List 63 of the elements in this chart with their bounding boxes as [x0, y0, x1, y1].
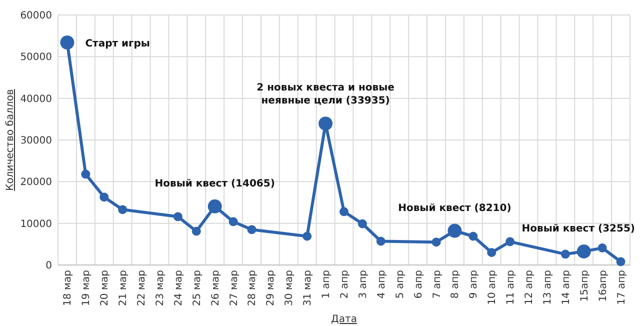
point [118, 205, 128, 214]
y-tick-label: 10000 [20, 218, 52, 230]
point [302, 232, 312, 241]
point [247, 225, 256, 234]
point [358, 219, 367, 228]
x-tick-label: 20 мар [100, 270, 111, 306]
y-axis-title: Количество баллов [5, 89, 16, 191]
annotation: Новый квест (3255) [522, 223, 635, 234]
x-tick-label: 30 мар [284, 270, 296, 306]
x-tick-label: 27 мар [228, 270, 240, 306]
point [100, 192, 109, 202]
annotation: 2 новых квеста и новые неявные цели (33935) [256, 82, 395, 107]
x-tick-label: 8 апр [450, 270, 462, 299]
y-tick-label: 0 [46, 260, 52, 272]
x-tick-label: 24 мар [173, 270, 184, 306]
x-tick-label: 29 мар [266, 270, 277, 306]
x-tick-label: 28 мар [247, 270, 258, 306]
x-tick-label: 7 апр [432, 270, 443, 299]
point [376, 236, 386, 246]
point [468, 232, 478, 241]
point [340, 207, 348, 216]
x-tick-label: 16апр [598, 270, 609, 302]
y-tick-label: 50000 [20, 52, 52, 64]
x-tick-label: 6 апр [413, 270, 424, 299]
point [173, 212, 182, 222]
point [616, 257, 626, 266]
annotation: Старт игры [85, 38, 150, 50]
x-tick-label: 12 апр [524, 270, 536, 305]
x-tick-label: 10 апр [487, 270, 498, 305]
x-tick-label: 13 апр [542, 270, 554, 305]
y-tick-label: 20000 [20, 177, 52, 188]
annotation: Новый квест (8210) [398, 202, 512, 214]
point [81, 170, 90, 179]
x-tick-label: 5 апр [394, 270, 406, 299]
x-tick-label: 11 апр [506, 270, 517, 305]
x-tick-label: 15апр [579, 270, 590, 302]
x-axis-title: Дата [331, 314, 357, 325]
y-tick-label: 40000 [20, 94, 52, 105]
x-tick-label: 1 апр [321, 270, 332, 299]
x-tick-label: 31 мар [302, 270, 314, 306]
x-tick-label: 9 апр [468, 270, 480, 299]
x-tick-label: 25 мар [192, 270, 203, 306]
point [560, 250, 570, 259]
x-tick-label: 22 мар [136, 270, 148, 306]
point [598, 243, 607, 252]
x-tick-label: 3 апр [358, 270, 369, 299]
x-tick-label: 23 мар [154, 270, 166, 306]
x-tick-label: 17 апр [616, 270, 628, 305]
x-tick-label: 18 мар [62, 270, 74, 306]
x-tick-label: 19 мар [81, 270, 92, 306]
annotation: Новый квест (14065) [154, 178, 275, 190]
point [487, 248, 496, 257]
point [192, 226, 201, 236]
point [432, 238, 441, 247]
point [228, 217, 238, 226]
point [506, 237, 515, 246]
x-tick-label: 4 апр [376, 270, 388, 299]
x-tick-label: 14 апр [560, 270, 572, 305]
x-tick-label: 2 апр [340, 270, 350, 299]
x-tick-label: 21 мар [118, 270, 130, 306]
y-tick-label: 60000 [20, 10, 52, 22]
y-tick-label: 30000 [20, 136, 52, 146]
x-tick-label: 26 мар [210, 270, 222, 306]
